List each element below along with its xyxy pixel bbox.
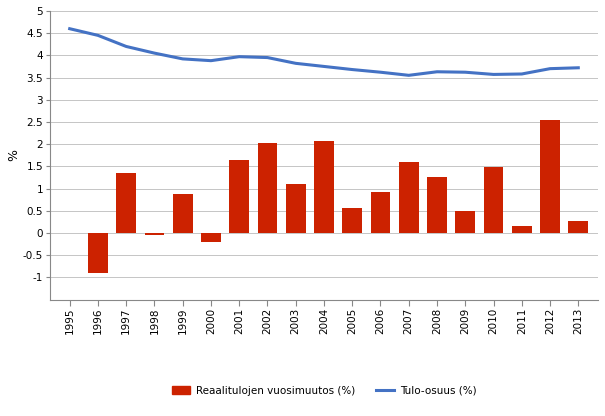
- Bar: [512, 226, 532, 233]
- Bar: [201, 233, 221, 242]
- Bar: [229, 160, 249, 233]
- Bar: [173, 194, 192, 233]
- Legend: Reaalitulojen vuosimuutos (%), Tulo-osuus (%): Reaalitulojen vuosimuutos (%), Tulo-osuu…: [172, 386, 476, 396]
- Bar: [286, 184, 306, 233]
- Y-axis label: %: %: [7, 149, 20, 161]
- Bar: [456, 211, 475, 233]
- Bar: [258, 143, 277, 233]
- Bar: [116, 173, 136, 233]
- Bar: [483, 167, 503, 233]
- Bar: [540, 120, 560, 233]
- Bar: [399, 162, 419, 233]
- Bar: [145, 233, 165, 235]
- Bar: [371, 192, 390, 233]
- Bar: [314, 141, 334, 233]
- Bar: [568, 221, 588, 233]
- Bar: [427, 176, 447, 233]
- Bar: [88, 233, 108, 273]
- Bar: [342, 208, 362, 233]
